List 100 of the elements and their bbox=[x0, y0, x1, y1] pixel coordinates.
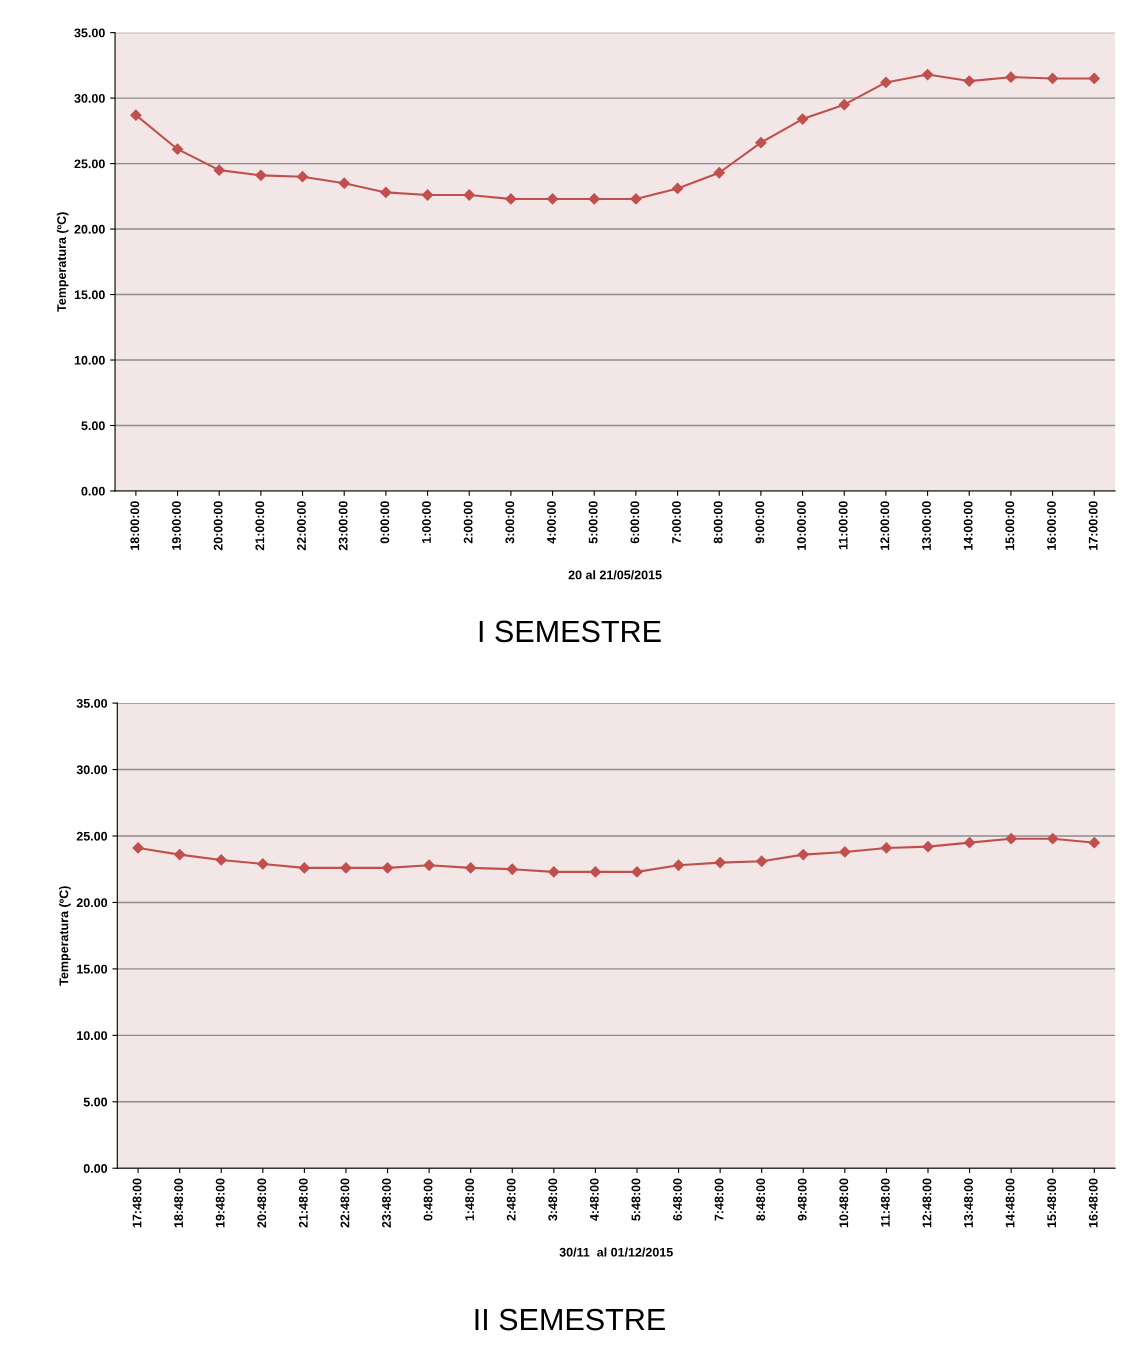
point bbox=[631, 866, 643, 878]
x-tick-label: 11:48:00 bbox=[880, 1178, 890, 1227]
point bbox=[1088, 837, 1100, 849]
point bbox=[922, 841, 934, 853]
point bbox=[796, 113, 809, 125]
point bbox=[714, 856, 726, 869]
point bbox=[713, 167, 725, 179]
x-tick-label: 16:48:00 bbox=[1088, 1178, 1098, 1228]
y-tick-label: 0.00 bbox=[83, 1164, 108, 1173]
x-tick-label: 21:00:00 bbox=[255, 501, 265, 551]
y-tick-label: 5.00 bbox=[81, 421, 105, 431]
x-tick-label: 3:48:00 bbox=[548, 1178, 558, 1221]
x-tick-label: 9:00:00 bbox=[755, 501, 765, 544]
x-tick-label: 14:00:00 bbox=[963, 501, 973, 550]
y-tick-label: 25.00 bbox=[76, 831, 108, 841]
point bbox=[257, 858, 269, 870]
x-tick-label: 19:48:00 bbox=[215, 1178, 225, 1228]
y-tick-label: 35.00 bbox=[74, 28, 105, 38]
point bbox=[589, 866, 602, 878]
point bbox=[421, 189, 434, 201]
point bbox=[880, 842, 893, 854]
x-tick-label: 22:00:00 bbox=[297, 501, 306, 551]
point bbox=[546, 193, 559, 205]
x-tick-label: 6:00:00 bbox=[630, 501, 640, 544]
x-tick-label: 17:48:00 bbox=[132, 1178, 142, 1228]
y-tick-label: 20.00 bbox=[74, 224, 105, 234]
x-tick-label: 23:48:00 bbox=[382, 1178, 391, 1228]
x-tick-label: 18:48:00 bbox=[174, 1178, 184, 1228]
point bbox=[671, 182, 684, 195]
text: II SEMESTRE bbox=[475, 1308, 665, 1331]
y-tick-label: 5.00 bbox=[83, 1097, 108, 1107]
x-tick-label: 4:48:00 bbox=[589, 1178, 599, 1221]
x-tick-label: 5:00:00 bbox=[588, 501, 598, 544]
point bbox=[463, 189, 475, 201]
y-tick-label: 20.00 bbox=[76, 898, 108, 908]
x-tick-label: 8:00:00 bbox=[713, 501, 723, 544]
point bbox=[130, 109, 142, 121]
x-tick-label: 2:48:00 bbox=[506, 1178, 516, 1221]
x-tick-label: 10:48:00 bbox=[839, 1178, 849, 1228]
x-axis-title: 20 al 21/05/2015 bbox=[568, 570, 662, 580]
point bbox=[1046, 72, 1059, 85]
point bbox=[506, 863, 518, 875]
point bbox=[921, 68, 934, 81]
x-tick-label: 12:00:00 bbox=[880, 501, 890, 550]
point bbox=[839, 846, 851, 858]
point bbox=[756, 855, 768, 867]
x-tick-label: 1:48:00 bbox=[465, 1178, 475, 1221]
x-tick-label: 15:00:00 bbox=[1005, 501, 1015, 550]
point bbox=[963, 837, 976, 849]
point bbox=[1088, 72, 1100, 85]
point bbox=[132, 842, 144, 854]
x-tick-label: 13:48:00 bbox=[964, 1178, 973, 1228]
text: I SEMESTRE bbox=[479, 620, 661, 643]
y-tick-label: 15.00 bbox=[74, 290, 105, 300]
x-tick-label: 5:48:00 bbox=[631, 1178, 641, 1221]
x-axis-title: 30/11 al 01/12/2015 bbox=[559, 1247, 673, 1257]
x-tick-label: 1:00:00 bbox=[422, 501, 431, 543]
y-tick-label: 30.00 bbox=[74, 93, 105, 103]
x-tick-label: 3:00:00 bbox=[505, 501, 515, 544]
point bbox=[880, 76, 892, 89]
x-tick-label: 20:48:00 bbox=[257, 1178, 267, 1228]
x-tick-label: 15:48:00 bbox=[1047, 1178, 1057, 1228]
point bbox=[171, 143, 184, 155]
point bbox=[338, 177, 350, 189]
point bbox=[755, 137, 767, 149]
x-tick-label: 0:00:00 bbox=[380, 501, 390, 544]
point bbox=[465, 862, 477, 874]
point bbox=[1005, 71, 1017, 83]
point bbox=[423, 859, 435, 871]
x-tick-label: 11:00:00 bbox=[838, 501, 848, 550]
x-tick-label: 12:48:00 bbox=[922, 1178, 932, 1228]
point bbox=[215, 854, 227, 866]
x-tick-label: 7:48:00 bbox=[714, 1178, 724, 1221]
point bbox=[213, 164, 225, 176]
y-tick-label: 15.00 bbox=[77, 964, 108, 974]
y-tick-label: 35.00 bbox=[76, 698, 108, 708]
x-tick-label: 18:00:00 bbox=[130, 501, 140, 550]
x-tick-label: 9:48:00 bbox=[797, 1178, 807, 1221]
point bbox=[255, 169, 267, 181]
point bbox=[548, 866, 560, 878]
y-tick-label: 25.00 bbox=[74, 159, 105, 169]
point bbox=[296, 171, 309, 183]
x-tick-label: 4:00:00 bbox=[547, 501, 556, 544]
x-tick-label: 6:48:00 bbox=[673, 1178, 682, 1221]
point bbox=[1005, 833, 1017, 845]
point bbox=[380, 186, 392, 199]
x-tick-label: 13:00:00 bbox=[922, 501, 931, 550]
x-tick-label: 21:48:00 bbox=[298, 1178, 308, 1228]
point bbox=[588, 193, 600, 205]
x-tick-label: 7:00:00 bbox=[672, 501, 681, 544]
x-tick-label: 23:00:00 bbox=[338, 501, 348, 551]
point bbox=[381, 862, 394, 874]
point bbox=[963, 75, 975, 87]
point bbox=[1047, 833, 1059, 845]
x-tick-label: 10:00:00 bbox=[797, 501, 806, 550]
y-tick-label: 30.00 bbox=[76, 765, 108, 775]
x-tick-label: 14:48:00 bbox=[1005, 1178, 1015, 1228]
point bbox=[174, 849, 186, 861]
x-tick-label: 8:48:00 bbox=[756, 1178, 766, 1221]
y-tick-label: 10.00 bbox=[77, 1031, 108, 1040]
